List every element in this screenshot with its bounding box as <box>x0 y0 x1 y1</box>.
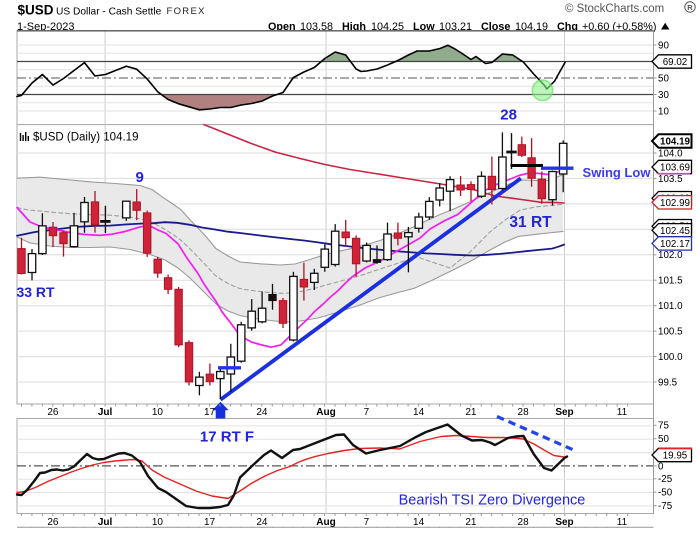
svg-text:104.19: 104.19 <box>515 21 548 33</box>
svg-text:Bearish TSI Zero Divergence: Bearish TSI Zero Divergence <box>399 493 586 509</box>
svg-text:-50: -50 <box>658 488 673 499</box>
svg-text:90: 90 <box>658 40 669 51</box>
svg-text:Close: Close <box>481 21 510 33</box>
svg-text:100.0: 100.0 <box>658 352 683 363</box>
svg-text:100.5: 100.5 <box>658 327 683 338</box>
svg-text:50: 50 <box>658 434 669 445</box>
svg-text:Low: Low <box>413 21 435 33</box>
svg-text:102.45: 102.45 <box>660 226 691 237</box>
svg-text:Chg: Chg <box>557 21 578 33</box>
svg-text:69.02: 69.02 <box>663 57 688 68</box>
svg-text:104.0: 104.0 <box>658 148 683 159</box>
svg-text:28: 28 <box>500 107 517 124</box>
svg-text:21: 21 <box>465 517 477 528</box>
svg-text:102.17: 102.17 <box>660 239 690 250</box>
svg-text:Open: Open <box>268 21 296 33</box>
svg-text:17 RT F: 17 RT F <box>200 429 254 446</box>
svg-text:99.5: 99.5 <box>658 377 678 388</box>
svg-text:Aug: Aug <box>316 407 335 418</box>
svg-text:Swing Low: Swing Low <box>583 165 652 180</box>
svg-text:-75: -75 <box>658 501 673 512</box>
svg-text:Jul: Jul <box>98 517 113 528</box>
svg-text:10: 10 <box>658 106 669 117</box>
svg-text:10: 10 <box>152 517 164 528</box>
svg-text:Sep: Sep <box>555 517 573 528</box>
svg-text:17: 17 <box>204 407 216 418</box>
svg-text:30: 30 <box>658 90 669 101</box>
svg-text:11: 11 <box>617 407 628 418</box>
svg-text:102.99: 102.99 <box>660 198 690 209</box>
svg-text:0: 0 <box>658 461 664 472</box>
svg-text:24: 24 <box>256 517 268 528</box>
svg-text:24: 24 <box>256 407 268 418</box>
svg-text:103.5: 103.5 <box>658 174 683 185</box>
svg-text:104.25: 104.25 <box>371 21 404 33</box>
svg-text:103.69: 103.69 <box>660 163 690 174</box>
svg-text:103.58: 103.58 <box>300 21 333 33</box>
svg-text:28: 28 <box>518 407 530 418</box>
svg-text:1-Sep-2023: 1-Sep-2023 <box>17 21 75 33</box>
svg-text:$USD: $USD <box>18 3 54 18</box>
svg-text:R: R <box>687 3 693 12</box>
svg-text:17: 17 <box>204 517 216 528</box>
svg-text:28: 28 <box>518 517 530 528</box>
svg-text:75: 75 <box>658 421 669 432</box>
svg-text:31 RT: 31 RT <box>509 214 552 231</box>
svg-text:7: 7 <box>364 517 370 528</box>
svg-text:Jul: Jul <box>98 407 113 418</box>
svg-text:US Dollar - Cash Settle: US Dollar - Cash Settle <box>56 7 162 18</box>
svg-text:-25: -25 <box>658 474 673 485</box>
svg-text:26: 26 <box>47 517 59 528</box>
svg-text:9: 9 <box>136 169 144 186</box>
svg-text:7: 7 <box>364 407 370 418</box>
svg-text:102.0: 102.0 <box>658 250 683 261</box>
svg-text:19.95: 19.95 <box>663 451 688 462</box>
svg-text:Sep: Sep <box>555 407 573 418</box>
svg-text:+0.60 (+0.58%): +0.60 (+0.58%) <box>582 21 656 33</box>
svg-text:$USD (Daily) 104.19: $USD (Daily) 104.19 <box>33 132 138 144</box>
svg-text:26: 26 <box>47 407 59 418</box>
svg-text:11: 11 <box>617 517 628 528</box>
svg-text:101.0: 101.0 <box>658 301 683 312</box>
svg-text:33 RT: 33 RT <box>16 284 55 300</box>
svg-text:10: 10 <box>152 407 164 418</box>
svg-text:FOREX: FOREX <box>167 6 206 17</box>
svg-text:14: 14 <box>413 517 425 528</box>
svg-text:21: 21 <box>465 407 477 418</box>
svg-text:© StockCharts.com: © StockCharts.com <box>565 3 664 15</box>
svg-text:High: High <box>342 21 366 33</box>
svg-text:103.21: 103.21 <box>439 21 472 33</box>
svg-text:101.5: 101.5 <box>658 276 683 287</box>
svg-text:104.19: 104.19 <box>660 137 691 148</box>
svg-text:Aug: Aug <box>316 517 335 528</box>
svg-text:14: 14 <box>413 407 425 418</box>
svg-text:50: 50 <box>658 73 669 84</box>
